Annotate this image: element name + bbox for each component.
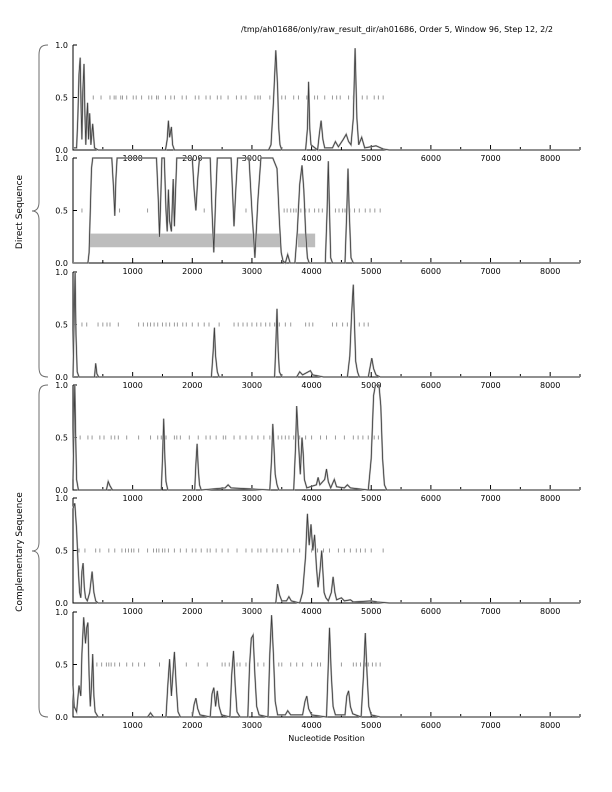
svg-text:2000: 2000 [182,381,202,390]
svg-text:1000: 1000 [122,381,142,390]
complementary-group-brace [31,384,49,718]
svg-text:8000: 8000 [540,721,560,730]
svg-text:1000: 1000 [122,607,142,616]
svg-text:7000: 7000 [480,494,500,503]
svg-text:4000: 4000 [301,494,321,503]
probability-curve [72,615,580,718]
svg-text:5000: 5000 [361,267,381,276]
svg-text:7000: 7000 [480,154,500,163]
svg-text:1000: 1000 [122,267,142,276]
svg-text:2000: 2000 [182,267,202,276]
svg-text:2000: 2000 [182,721,202,730]
svg-text:7000: 7000 [480,381,500,390]
x-axis-label: Nucleotide Position [288,734,365,743]
probability-curve [73,48,580,151]
probability-curve [73,157,580,264]
svg-text:1.0: 1.0 [55,154,68,163]
svg-text:4000: 4000 [301,267,321,276]
probability-curve-halo [72,271,580,378]
svg-text:3000: 3000 [242,381,262,390]
tick-labels: 1000 2000 3000 4000 5000 6000 7000 8000 0.0 0.5 1.… [55,154,560,276]
svg-text:8000: 8000 [540,607,560,616]
svg-text:1.0: 1.0 [55,41,68,50]
svg-text:4000: 4000 [301,154,321,163]
svg-text:6000: 6000 [421,607,441,616]
codon-marks [78,548,384,553]
svg-text:3000: 3000 [242,607,262,616]
svg-text:8000: 8000 [540,154,560,163]
svg-text:6000: 6000 [421,154,441,163]
svg-text:0.0: 0.0 [55,259,68,268]
panel-direct-frame-3: 1000 2000 3000 4000 5000 6000 7000 8000 0.0 0.5 1.… [55,268,581,390]
svg-text:8000: 8000 [540,381,560,390]
svg-text:6000: 6000 [421,381,441,390]
panel-complementary-frame-2: 1000 2000 3000 4000 5000 6000 7000 8000 0.0 0.5 1.… [55,494,581,616]
svg-text:5000: 5000 [361,494,381,503]
coding-region-bar [89,233,280,248]
svg-text:7000: 7000 [480,721,500,730]
svg-text:0.0: 0.0 [55,146,68,155]
panel-complementary-frame-1: 1000 2000 3000 4000 5000 6000 7000 8000 0.0 0.5 1.… [55,381,581,503]
codon-marks [96,662,381,667]
axes [72,271,581,378]
svg-text:1000: 1000 [122,494,142,503]
svg-text:7000: 7000 [480,607,500,616]
codon-marks [92,95,384,100]
svg-text:5000: 5000 [361,154,381,163]
svg-text:1000: 1000 [122,721,142,730]
svg-text:0.5: 0.5 [55,661,68,670]
probability-curve [72,271,580,378]
svg-text:6000: 6000 [421,267,441,276]
panel-direct-frame-2: 1000 2000 3000 4000 5000 6000 7000 8000 0.0 0.5 1.… [55,154,581,276]
svg-text:0.5: 0.5 [55,434,68,443]
codon-marks [81,322,369,327]
svg-text:3000: 3000 [242,721,262,730]
group-braces [31,44,49,718]
svg-text:0.5: 0.5 [55,94,68,103]
svg-text:2000: 2000 [182,494,202,503]
svg-text:0.5: 0.5 [55,547,68,556]
svg-text:1.0: 1.0 [55,381,68,390]
codon-marks [79,435,379,440]
svg-text:0.0: 0.0 [55,486,68,495]
svg-text:0.5: 0.5 [55,321,68,330]
svg-text:1.0: 1.0 [55,608,68,617]
svg-text:4000: 4000 [301,381,321,390]
svg-text:3000: 3000 [242,494,262,503]
axes [72,497,581,604]
svg-text:8000: 8000 [540,267,560,276]
probability-curve [72,384,580,491]
svg-text:7000: 7000 [480,267,500,276]
panel-direct-frame-1: 1000 2000 3000 4000 5000 6000 7000 80000.00.51.… [55,41,581,163]
svg-text:2000: 2000 [182,607,202,616]
svg-text:0.5: 0.5 [55,207,68,216]
svg-text:0.0: 0.0 [55,599,68,608]
svg-text:0.0: 0.0 [55,713,68,722]
codon-marks [81,208,381,213]
svg-text:1.0: 1.0 [55,268,68,277]
svg-text:5000: 5000 [361,607,381,616]
svg-text:0.0: 0.0 [55,373,68,382]
tick-labels: 1000 2000 3000 4000 5000 6000 7000 8000 0.0 0.5 1.… [55,268,560,390]
direct-group-brace [31,44,49,378]
svg-text:6000: 6000 [421,721,441,730]
plot-title: /tmp/ah01686/only/raw_result_dir/ah01686… [241,25,553,34]
svg-text:4000: 4000 [301,721,321,730]
tick-labels: 1000 2000 3000 4000 5000 6000 7000 8000 0.0 0.5 1.… [55,608,560,730]
svg-text:3000: 3000 [242,154,262,163]
svg-text:3000: 3000 [242,267,262,276]
svg-text:1.0: 1.0 [55,494,68,503]
svg-text:8000: 8000 [540,494,560,503]
svg-text:6000: 6000 [421,494,441,503]
probability-curve-halo [72,503,580,605]
svg-text:5000: 5000 [361,381,381,390]
svg-text:5000: 5000 [361,721,381,730]
panel-complementary-frame-3: 1000 2000 3000 4000 5000 6000 7000 8000 0.0 0.5 1.… [55,608,581,730]
tick-labels: 1000 2000 3000 4000 5000 6000 7000 8000 0.0 0.5 1.… [55,381,560,503]
probability-curve [72,503,580,604]
probability-curve-halo [72,615,580,719]
tick-labels: 1000 2000 3000 4000 5000 6000 7000 8000 0.0 0.5 1.… [55,494,560,616]
svg-text:4000: 4000 [301,607,321,616]
